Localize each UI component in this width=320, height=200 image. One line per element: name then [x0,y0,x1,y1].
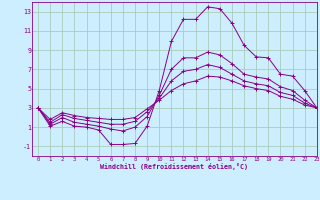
X-axis label: Windchill (Refroidissement éolien,°C): Windchill (Refroidissement éolien,°C) [100,163,248,170]
